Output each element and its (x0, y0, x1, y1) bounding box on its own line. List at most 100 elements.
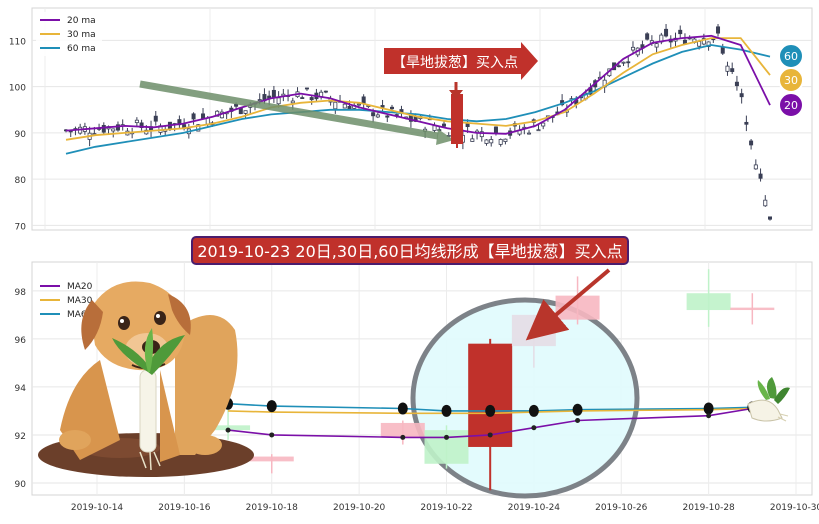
top-signal-candle (449, 82, 463, 148)
bottom-ma20-marker (444, 434, 449, 440)
top-y-tick-label: 110 (9, 37, 26, 47)
top-gridlines (32, 8, 812, 230)
top-candle-body (645, 33, 650, 40)
top-candle-body (527, 132, 532, 135)
top-candle-body (342, 103, 347, 109)
top-y-tick-label: 70 (15, 222, 27, 232)
top-candle-body (664, 28, 669, 37)
top-annotation-text: 【旱地拔葱】买入点 (392, 55, 518, 71)
top-candle-body (758, 173, 763, 179)
top-candle-body (763, 199, 768, 207)
top-candle-body (153, 115, 158, 122)
top-candle-body (380, 105, 385, 108)
bottom-x-tick-label: 2019-10-20 (333, 503, 386, 513)
top-candle-body (479, 131, 484, 138)
top-candle-body (238, 107, 243, 115)
top-ma20-line (65, 34, 771, 135)
top-candle-body (621, 61, 626, 64)
top-candle-body (243, 110, 248, 114)
top-candle-body (503, 138, 508, 142)
top-candle-body (706, 41, 711, 48)
top-y-tick-label: 100 (9, 84, 26, 94)
badge-30: 30 (784, 74, 798, 87)
top-y-tick-label: 80 (15, 176, 27, 186)
bottom-x-tick-label: 2019-10-26 (595, 503, 648, 513)
bottom-y-tick-label: 96 (15, 336, 27, 346)
bottom-ma20-marker (269, 432, 275, 438)
top-candle-body (716, 26, 721, 34)
top-candle-body (701, 38, 706, 45)
top-candle-body (626, 61, 631, 64)
top-candle-body (734, 81, 739, 87)
scallion-icon (747, 377, 790, 422)
top-candle-body (385, 115, 390, 118)
bottom-ma60-marker (485, 404, 496, 417)
bottom-ma60-marker (266, 400, 277, 413)
bottom-y-tick-label: 92 (15, 432, 26, 442)
bottom-candle-body (380, 422, 425, 438)
bottom-annotation-text: 2019-10-23 20日,30日,60日均线形成【旱地拔葱】买入点 (197, 242, 622, 261)
badge-60: 60 (784, 50, 798, 63)
bottom-ma20-marker (575, 418, 581, 424)
top-candle-body (134, 119, 139, 124)
bottom-x-tick-label: 2019-10-22 (420, 503, 472, 513)
bottom-candle-body (686, 293, 731, 311)
top-candle-body (234, 103, 239, 107)
top-legend-ma30: 30 ma (67, 30, 96, 40)
bottom-annotation-banner: 2019-10-23 20日,30日,60日均线形成【旱地拔葱】买入点 (191, 236, 629, 265)
top-candle-body (101, 125, 106, 133)
top-y-tick-label: 90 (15, 130, 27, 140)
top-candle-body (616, 65, 621, 68)
bottom-ma20-marker (531, 425, 537, 431)
top-candle-body (333, 101, 338, 110)
top-candle-body (361, 96, 366, 104)
bottom-candle-body (730, 307, 775, 311)
top-candle-body (390, 106, 395, 110)
top-ma30-line (65, 37, 771, 141)
bottom-x-ticks: 2019-10-14 2019-10-16 2019-10-18 2019-10-20… (71, 503, 819, 513)
bottom-ma20-marker (487, 432, 493, 438)
top-legend-ma60: 60 ma (67, 44, 96, 54)
top-candle-body (276, 97, 281, 105)
top-candle-body (323, 90, 328, 93)
top-candle-body (215, 110, 220, 117)
bottom-ma60-marker (397, 402, 408, 415)
top-candle-body (730, 68, 735, 72)
ma-badges: 60 30 20 (778, 43, 804, 118)
top-candle-body (309, 97, 314, 101)
top-candle-body (484, 139, 489, 144)
top-candle-body (630, 46, 635, 51)
top-candle-body (489, 139, 494, 144)
top-candle-body (678, 29, 683, 35)
top-y-ticks: 70 80 90 100 110 (9, 37, 26, 232)
bottom-legend-ma30: MA30 (67, 296, 93, 306)
top-ma60-line (65, 44, 771, 155)
bottom-legend: MA20 MA30 MA60 (40, 282, 93, 320)
top-candle-body (257, 99, 262, 102)
bottom-legend-ma60: MA60 (67, 310, 93, 320)
bottom-x-tick-label: 2019-10-30 (770, 503, 819, 513)
top-candle-body (271, 89, 276, 98)
bottom-x-tick-label: 2019-10-28 (682, 503, 735, 513)
top-candle-body (753, 164, 758, 170)
top-candle-body (304, 87, 309, 90)
bottom-y-tick-label: 90 (15, 480, 27, 490)
bottom-ma60-marker (441, 404, 452, 417)
bottom-ma60-marker (703, 402, 714, 415)
bottom-legend-ma20: MA20 (67, 282, 93, 292)
bottom-x-tick-label: 2019-10-24 (508, 503, 561, 513)
top-candle-body (749, 140, 754, 146)
top-candle-body (720, 47, 725, 54)
top-candle-body (196, 124, 201, 132)
top-candle-body (654, 43, 659, 48)
bottom-y-ticks: 90 92 94 96 98 (15, 288, 27, 490)
top-candle-body (375, 114, 380, 118)
bottom-candle-body (468, 343, 513, 447)
top-candle-body (432, 125, 437, 131)
top-candle-body (441, 123, 446, 127)
top-candle-body (541, 122, 546, 127)
